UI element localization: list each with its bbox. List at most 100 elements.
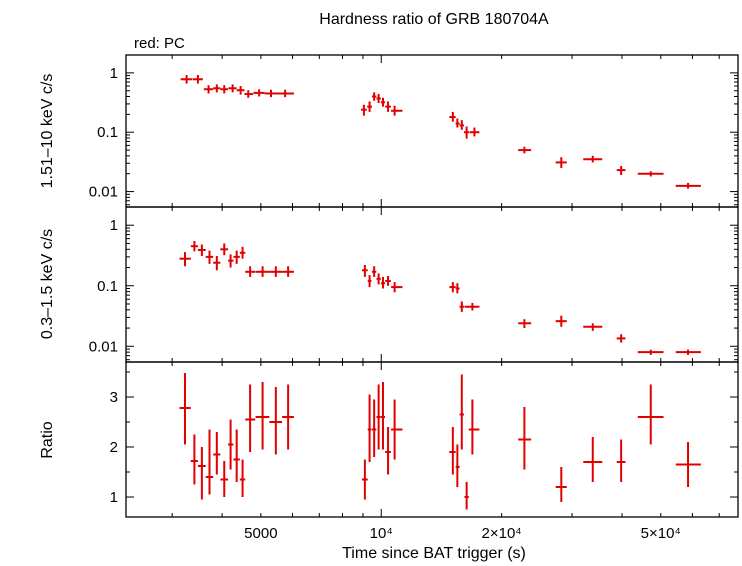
y-tick-label: 1 [110, 489, 118, 506]
data-point-ratio [190, 434, 198, 485]
x-tick-label: 10⁴ [370, 525, 393, 542]
data-point-ratio [459, 374, 464, 450]
data-point-soft [220, 243, 229, 256]
data-point-soft [637, 349, 664, 355]
panel-hard-frame [125, 54, 739, 208]
data-point-hard [371, 92, 377, 101]
data-point-hard [583, 155, 603, 163]
data-point-ratio [468, 399, 480, 455]
data-point-hard [616, 165, 626, 176]
data-point-soft [361, 265, 368, 277]
data-point-ratio [239, 459, 246, 497]
data-point-ratio [616, 439, 626, 482]
data-point-soft [616, 334, 626, 343]
data-point-ratio [518, 407, 532, 470]
data-point-ratio [179, 373, 191, 445]
data-point-soft [255, 266, 270, 277]
y-tick-label: 0.1 [97, 278, 118, 295]
data-point-ratio [361, 459, 368, 500]
data-point-ratio [583, 437, 603, 482]
data-point-ratio [675, 442, 701, 487]
data-point-ratio [380, 382, 386, 450]
panel-hard: 1.51–10 keV c/s [39, 54, 739, 208]
y-tick-label: 1 [110, 65, 118, 82]
x-tick-label: 2×10⁴ [482, 525, 522, 542]
data-point-soft [464, 302, 480, 311]
y-tick-label: 3 [110, 389, 118, 406]
panel-ratio: Ratio [39, 361, 739, 518]
data-point-hard [455, 118, 460, 128]
data-point-hard [253, 89, 265, 97]
axis-ticks [126, 54, 738, 517]
x-axis: 5000 10⁴ 2×10⁴ 5×10⁴ Time since BAT trig… [244, 525, 681, 562]
data-point-soft [239, 246, 246, 259]
data-point-ratio [228, 419, 234, 470]
data-point-soft [205, 250, 214, 264]
x-tick-label: 5000 [244, 525, 277, 542]
panel-ratio-frame [125, 361, 739, 518]
data-point-soft [380, 276, 386, 289]
data-point-soft [376, 273, 381, 285]
data-point-ratio [233, 429, 240, 482]
data-point-ratio [464, 482, 469, 510]
data-point-ratio [282, 384, 294, 450]
data-point-soft [213, 256, 221, 271]
data-point-hard [277, 89, 294, 98]
data-point-hard [380, 97, 386, 107]
data-point-hard [220, 85, 229, 94]
data-point-soft [197, 244, 206, 257]
data-point-ratio [269, 387, 283, 455]
data-point-hard [449, 111, 456, 122]
data-point-hard [637, 171, 664, 177]
data-point-soft [385, 275, 391, 286]
data-point-soft [459, 301, 464, 312]
data-point-hard [469, 127, 480, 137]
data-point-hard [192, 75, 203, 84]
data-point-soft [455, 283, 460, 294]
data-point-soft [391, 282, 403, 293]
data-point-ratio [449, 427, 456, 475]
legend-label: red: PC [134, 35, 185, 52]
data-point-soft [233, 250, 240, 264]
data-point-hard [244, 90, 254, 98]
data-points [179, 75, 701, 510]
data-point-soft [555, 315, 567, 327]
y-tick-label: 2 [110, 439, 118, 456]
data-point-ratio [371, 399, 377, 457]
y-axis-label-ratio: Ratio [39, 421, 56, 458]
data-point-ratio [245, 384, 256, 452]
data-point-soft [371, 266, 377, 277]
data-point-soft [518, 319, 532, 329]
data-point-soft [282, 266, 294, 277]
data-point-soft [583, 323, 603, 331]
data-point-ratio [637, 384, 664, 445]
data-point-hard [361, 104, 367, 116]
data-point-hard [236, 86, 245, 95]
data-point-ratio [205, 429, 214, 495]
data-point-hard [203, 85, 214, 94]
x-tick-label: 5×10⁴ [641, 525, 681, 542]
data-point-hard [518, 146, 532, 154]
data-point-soft [675, 349, 701, 355]
data-point-soft [190, 240, 198, 252]
y-tick-label: 0.01 [89, 338, 118, 355]
chart-title: Hardness ratio of GRB 180704A [319, 11, 549, 28]
data-point-hard [367, 101, 372, 112]
y-axis-label-soft: 0.3–1.5 keV c/s [39, 229, 56, 339]
data-point-hard [180, 75, 193, 84]
data-point-ratio [255, 382, 270, 450]
data-point-soft [367, 275, 372, 288]
data-point-hard [385, 101, 391, 112]
data-point-hard [463, 126, 470, 139]
panel-soft-frame [125, 206, 739, 363]
y-tick-label: 0.1 [97, 124, 118, 141]
y-tick-label: 0.01 [89, 184, 118, 201]
data-point-ratio [213, 432, 221, 475]
data-point-ratio [455, 444, 460, 487]
data-point-hard [555, 157, 567, 168]
data-point-soft [269, 266, 283, 277]
data-point-ratio [376, 384, 381, 450]
data-point-hard [228, 84, 237, 93]
data-point-ratio [555, 467, 567, 502]
